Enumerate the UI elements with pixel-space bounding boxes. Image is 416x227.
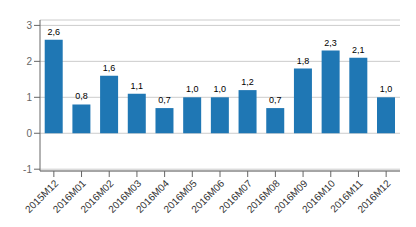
svg-text:2016M05: 2016M05 — [161, 177, 199, 215]
svg-text:1: 1 — [26, 92, 32, 103]
svg-text:1,0: 1,0 — [214, 84, 227, 94]
svg-text:2016M04: 2016M04 — [133, 177, 172, 215]
svg-text:1,6: 1,6 — [103, 63, 116, 73]
svg-text:2,6: 2,6 — [47, 27, 60, 37]
svg-text:1,8: 1,8 — [297, 56, 310, 66]
svg-text:0: 0 — [26, 128, 32, 139]
svg-text:0,8: 0,8 — [75, 91, 88, 101]
svg-text:2016M12: 2016M12 — [355, 177, 393, 215]
svg-text:3: 3 — [26, 20, 32, 31]
svg-text:0,7: 0,7 — [269, 95, 282, 105]
svg-text:2016M01: 2016M01 — [50, 177, 88, 215]
svg-text:0,7: 0,7 — [158, 95, 171, 105]
svg-text:2016M11: 2016M11 — [328, 177, 365, 215]
svg-text:2,3: 2,3 — [324, 38, 337, 48]
svg-text:2016M07: 2016M07 — [216, 177, 255, 215]
svg-text:2016M03: 2016M03 — [106, 177, 144, 215]
svg-text:2016M06: 2016M06 — [189, 177, 227, 215]
svg-text:2: 2 — [26, 56, 32, 67]
svg-text:2016M10: 2016M10 — [299, 177, 338, 215]
svg-text:2015M12: 2015M12 — [23, 177, 61, 215]
svg-text:2,1: 2,1 — [352, 45, 365, 55]
svg-text:2016M02: 2016M02 — [78, 177, 116, 215]
svg-text:2016M08: 2016M08 — [244, 177, 282, 215]
svg-text:1,2: 1,2 — [241, 77, 254, 87]
svg-text:1,0: 1,0 — [380, 84, 393, 94]
svg-text:-1: -1 — [23, 164, 32, 175]
svg-text:2016M09: 2016M09 — [272, 177, 310, 215]
svg-text:1,0: 1,0 — [186, 84, 199, 94]
svg-text:1,1: 1,1 — [131, 81, 144, 91]
